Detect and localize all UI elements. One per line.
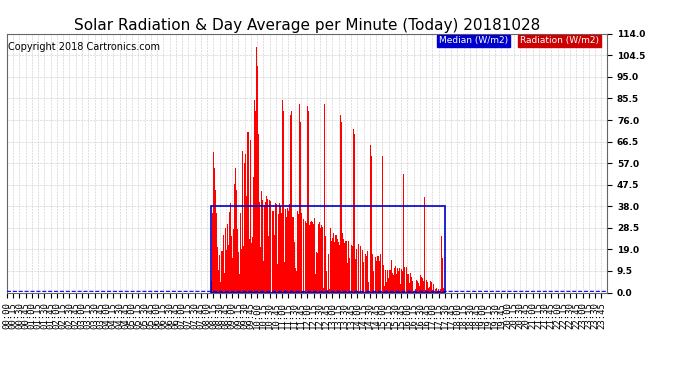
Title: Solar Radiation & Day Average per Minute (Today) 20181028: Solar Radiation & Day Average per Minute…: [74, 18, 540, 33]
Text: Median (W/m2): Median (W/m2): [439, 36, 509, 45]
Text: Radiation (W/m2): Radiation (W/m2): [520, 36, 599, 45]
Bar: [211, 206, 445, 292]
Text: Copyright 2018 Cartronics.com: Copyright 2018 Cartronics.com: [8, 42, 160, 51]
